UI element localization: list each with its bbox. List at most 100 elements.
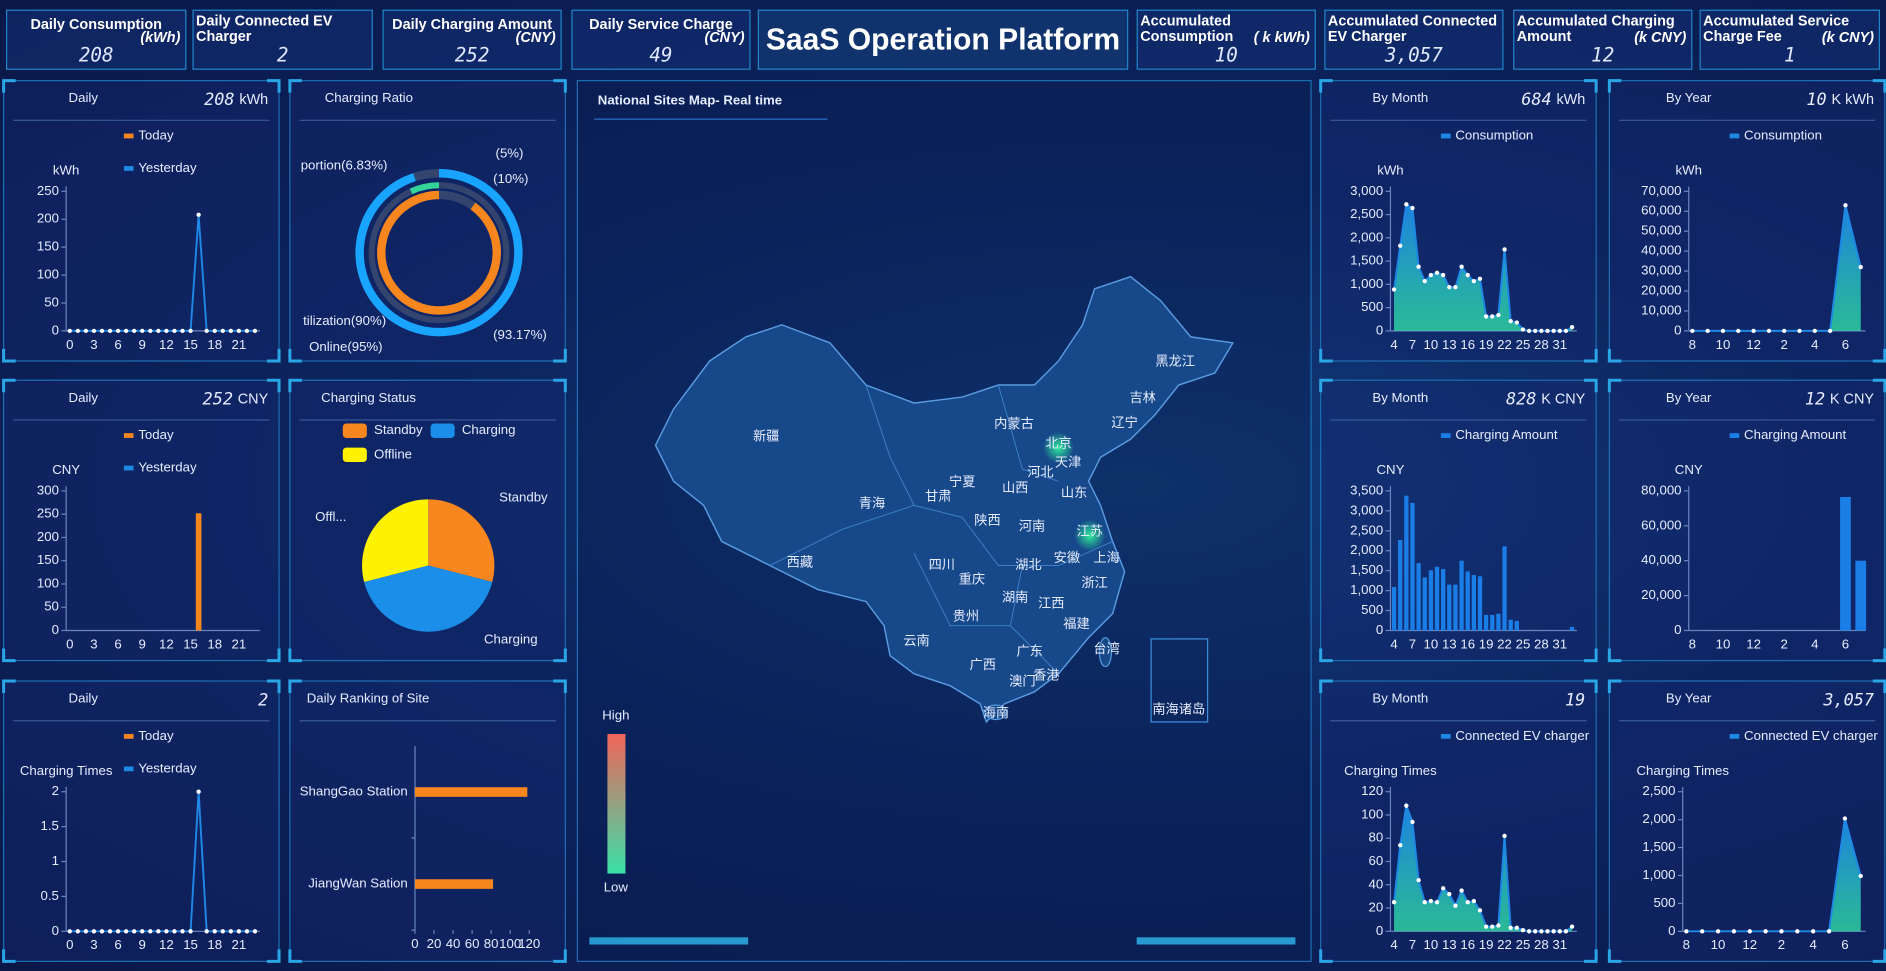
point — [1736, 328, 1741, 334]
map-scale — [607, 733, 626, 874]
bar — [1477, 576, 1483, 631]
legend-swatch — [1440, 133, 1451, 139]
point — [172, 929, 177, 934]
point — [1782, 328, 1787, 334]
point — [1545, 929, 1550, 934]
legend-label: Charging — [462, 422, 516, 437]
province-label: 山西 — [1002, 480, 1028, 495]
y-tick-label: 30,000 — [1641, 263, 1681, 278]
panel-corner — [1607, 79, 1886, 363]
y-tick-label: 60 — [1369, 853, 1384, 868]
site-marker[interactable] — [1074, 519, 1106, 552]
panel-title: Daily Ranking of Site — [307, 691, 430, 706]
y-axis-label: Charging Times — [1344, 763, 1437, 778]
point — [1434, 900, 1440, 905]
kpi-card: Daily Service Charge (CNY) 49 — [571, 9, 751, 70]
point — [1502, 247, 1507, 252]
province-label: 广西 — [969, 657, 995, 672]
x-tick-label: 4 — [1810, 937, 1817, 952]
province-label: 上海 — [1093, 550, 1119, 565]
x-tick-label: 2 — [1781, 337, 1788, 352]
legend-label: Connected EV charger — [1744, 728, 1878, 743]
point — [1440, 272, 1446, 278]
x-tick-label: 10 — [1711, 937, 1726, 952]
y-tick-label: 150 — [37, 239, 59, 254]
total-value: 3,057 — [1822, 689, 1874, 709]
bar — [1404, 495, 1409, 631]
bar — [414, 787, 528, 797]
y-tick-label: 2,500 — [1350, 522, 1383, 537]
y-tick-label: 0 — [1376, 923, 1383, 938]
province-label: 北京 — [1045, 435, 1071, 450]
province-label: 台湾 — [1093, 640, 1119, 656]
panel-frame — [3, 80, 280, 362]
y-axis-label: CNY — [1675, 462, 1703, 477]
panel-corner — [288, 79, 567, 363]
x-tick-label: 10 — [1716, 337, 1731, 352]
legend-swatch — [1440, 433, 1451, 438]
point — [1766, 328, 1772, 334]
province-label: 天津 — [1055, 455, 1081, 470]
x-tick-label: 120 — [518, 936, 540, 951]
y-tick-label: 0 — [1674, 622, 1681, 637]
legend-label: Offline — [374, 446, 412, 461]
kpi-value: 10 — [1214, 43, 1238, 67]
kpi-unit: (CNY) — [515, 28, 556, 46]
panel-total: 252 CNY — [203, 388, 269, 408]
province-label: 江苏 — [1077, 523, 1103, 538]
legend-swatch — [1729, 433, 1740, 438]
province-label: 黑龙江 — [1155, 354, 1195, 369]
bar — [1483, 614, 1489, 631]
panel-corner — [1319, 79, 1598, 363]
ring-label: Online(95%) — [309, 339, 382, 354]
x-tick-label: 12 — [1746, 337, 1761, 352]
point — [156, 328, 161, 334]
panel-frame — [1608, 379, 1886, 662]
legend-low: Low — [604, 879, 629, 894]
legend-swatch — [123, 133, 134, 139]
legend-swatch — [1729, 133, 1740, 139]
y-tick-label: 80 — [1369, 830, 1384, 845]
province-label: 海南 — [983, 705, 1009, 720]
x-tick-label: 19 — [1479, 636, 1494, 651]
point — [1563, 929, 1569, 934]
donut: Online(95%) (5%) portion(6.83%) (93.17%) til… — [301, 146, 547, 355]
x-tick-label: 21 — [232, 337, 247, 352]
y-tick-label: 2,000 — [1350, 542, 1383, 557]
point — [1502, 833, 1507, 839]
kpi-unit: ( k kWh) — [1253, 28, 1310, 46]
bar — [1453, 584, 1458, 631]
bar — [1416, 563, 1421, 631]
y-tick-label: 2,500 — [1642, 783, 1675, 798]
province-label: 甘肃 — [925, 488, 951, 503]
x-tick-label: 18 — [207, 337, 222, 352]
point — [1422, 900, 1427, 905]
total-value: 19 — [1565, 689, 1585, 709]
kpi-unit: (kWh) — [140, 28, 181, 46]
point — [1434, 270, 1440, 275]
x-tick-label: 4 — [1390, 636, 1397, 651]
panel-corner — [1607, 679, 1886, 963]
y-axis-label: Charging Times — [1636, 763, 1729, 778]
y-axis-label: Charging Times — [20, 763, 113, 778]
point — [1471, 278, 1477, 284]
y-tick-label: 250 — [37, 506, 59, 521]
x-tick-label: 0 — [66, 937, 73, 952]
x-tick-label: 25 — [1516, 337, 1531, 352]
kpi-card: Daily Connected EV Charger 2 — [192, 9, 373, 70]
point — [115, 328, 121, 334]
x-tick-label: 9 — [139, 937, 146, 952]
south-sea-box — [1150, 638, 1209, 723]
x-tick-label: 6 — [114, 937, 121, 952]
site-marker[interactable] — [1042, 431, 1075, 464]
point — [1569, 324, 1575, 330]
point — [1483, 314, 1489, 319]
kpi-value: 1 — [1783, 43, 1796, 67]
province-label: 广东 — [1016, 644, 1042, 659]
y-tick-label: 20,000 — [1641, 587, 1681, 602]
y-tick-label: 20 — [1369, 900, 1384, 915]
point — [1416, 264, 1421, 269]
province-label: 西藏 — [787, 555, 813, 570]
point — [1690, 328, 1695, 334]
panel-title: Daily — [69, 691, 99, 706]
